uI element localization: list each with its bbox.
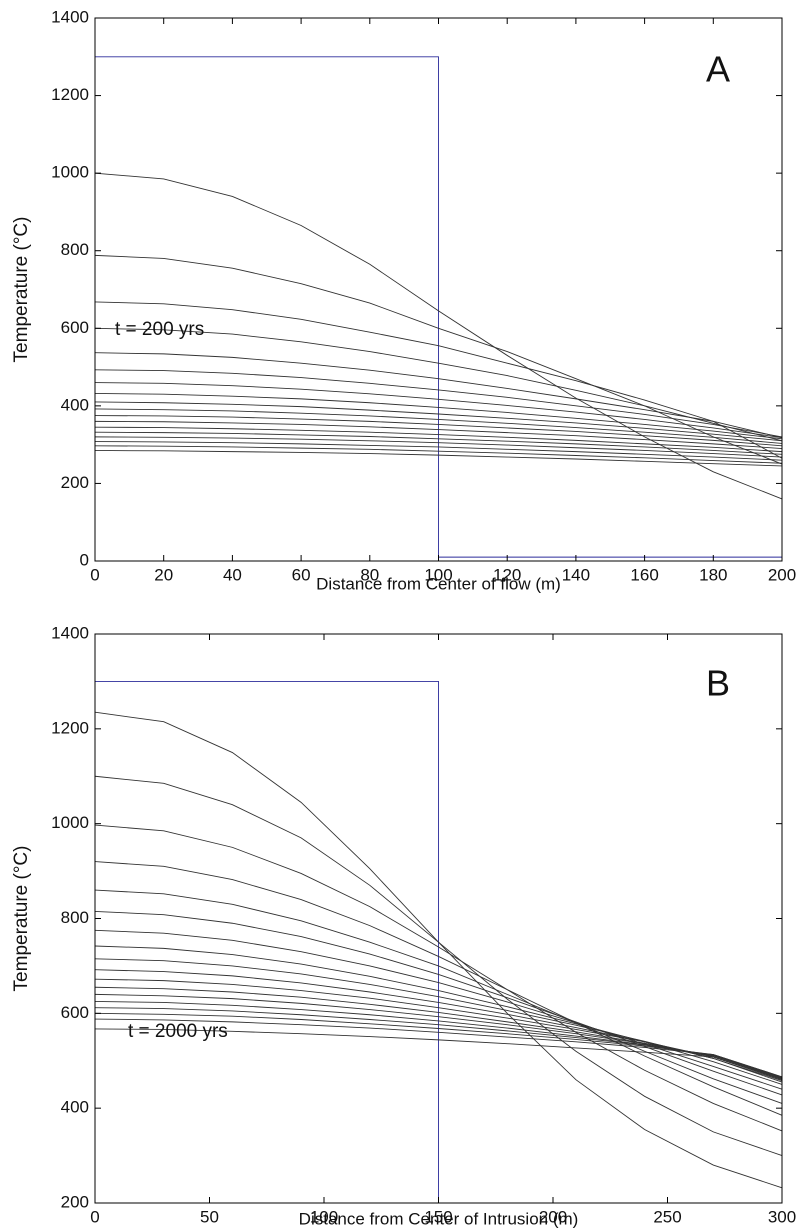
y-tick-label: 200	[61, 473, 89, 492]
x-tick-label: 100	[310, 1207, 338, 1226]
x-tick-label: 0	[90, 1207, 99, 1226]
temperature-curve	[94, 441, 783, 461]
temperature-curve	[94, 993, 783, 1079]
temperature-curve	[94, 301, 783, 459]
x-tick-label: 180	[699, 565, 727, 584]
y-tick-label: 600	[61, 318, 89, 337]
x-tick-label: 160	[630, 565, 658, 584]
y-tick-label: 400	[61, 1098, 89, 1117]
temperature-curve	[94, 450, 783, 467]
temperature-curve	[94, 401, 783, 442]
temperature-curve	[94, 929, 783, 1090]
x-tick-label: 40	[223, 565, 242, 584]
temperature-curve	[94, 254, 783, 465]
y-tick-label: 1000	[51, 813, 89, 832]
panel: 0 50 100 150 200 250 300 200 400 600 800 1000 1200 14…	[11, 623, 796, 1228]
y-axis-label: Temperature (°C)	[11, 846, 32, 992]
temperature-curve	[94, 431, 783, 455]
y-axis-label: Temperature (°C)	[11, 217, 32, 363]
y-tick-label: 1200	[51, 718, 89, 737]
temperature-curve	[94, 392, 783, 440]
temperature-curve	[94, 978, 783, 1081]
panel: 0 20 40 60 80 100 120 140 160 180 200 0 200 400 600 800…	[11, 7, 796, 593]
temperature-curve	[94, 420, 783, 449]
temperature-curve	[94, 969, 783, 1082]
x-tick-label: 100	[424, 565, 452, 584]
temperature-curve	[94, 1018, 783, 1078]
temperature-curve	[94, 889, 783, 1104]
x-tick-label: 300	[768, 1207, 796, 1226]
annotation: t = 200 yrs	[115, 319, 204, 340]
x-tick-label: 250	[653, 1207, 681, 1226]
temperature-curve	[94, 327, 783, 442]
y-tick-label: 1000	[51, 163, 89, 182]
y-tick-label: 1400	[51, 7, 89, 26]
annotation: t = 2000 yrs	[128, 1021, 228, 1042]
x-tick-label: 20	[154, 565, 173, 584]
temperature-curve	[94, 1028, 783, 1081]
temperature-curve	[94, 382, 783, 439]
x-axis-label: Distance from Center of Intrusion (m)	[299, 1209, 579, 1228]
y-tick-label: 800	[61, 908, 89, 927]
y-tick-label: 400	[61, 395, 89, 414]
temperature-curve	[94, 436, 783, 458]
temperature-curve	[94, 775, 783, 1157]
panel-label: B	[706, 663, 730, 704]
temperature-curve	[94, 1012, 783, 1078]
x-tick-label: 60	[292, 565, 311, 584]
x-tick-label: 80	[360, 565, 379, 584]
temperature-curve	[94, 426, 783, 453]
temperature-curve	[94, 408, 783, 444]
y-tick-label: 1400	[51, 623, 89, 642]
panel-label: A	[706, 49, 730, 90]
y-tick-label: 1200	[51, 85, 89, 104]
temperature-curve	[95, 56, 782, 558]
x-tick-label: 140	[562, 565, 590, 584]
temperature-curve	[94, 824, 783, 1132]
temperature-curve	[94, 861, 783, 1116]
temperature-curve	[94, 369, 783, 438]
y-tick-label: 800	[61, 240, 89, 259]
y-tick-label: 600	[61, 1003, 89, 1022]
x-tick-label: 50	[200, 1207, 219, 1226]
temperature-curve	[94, 415, 783, 447]
temperature-curve	[94, 1007, 783, 1078]
x-tick-label: 120	[493, 565, 521, 584]
y-tick-label: 0	[80, 550, 89, 569]
x-tick-label: 200	[539, 1207, 567, 1226]
temperature-curve	[94, 445, 783, 464]
x-axis-label: Distance from Center of flow (m)	[316, 574, 561, 593]
x-tick-label: 0	[90, 565, 99, 584]
x-tick-label: 200	[768, 565, 796, 584]
temperature-curve	[94, 352, 783, 439]
x-tick-label: 150	[424, 1207, 452, 1226]
y-tick-label: 200	[61, 1192, 89, 1211]
temperature-curve	[94, 910, 783, 1096]
